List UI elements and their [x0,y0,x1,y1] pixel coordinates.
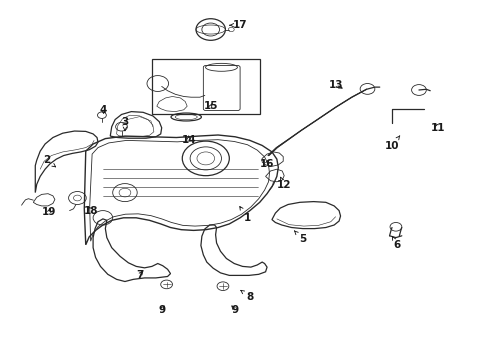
Text: 12: 12 [277,177,292,190]
Text: 19: 19 [42,207,56,217]
Text: 5: 5 [294,231,306,244]
Text: 11: 11 [431,123,446,133]
Text: 17: 17 [230,20,247,30]
Text: 1: 1 [240,207,251,223]
Text: 6: 6 [392,237,400,250]
Text: 13: 13 [328,80,343,90]
Text: 2: 2 [43,155,55,167]
Text: 9: 9 [232,305,239,315]
Text: 15: 15 [203,101,218,111]
Text: 7: 7 [136,270,144,280]
Text: 18: 18 [83,206,98,216]
Text: 16: 16 [260,159,274,169]
Bar [152,59,260,114]
Text: 3: 3 [122,117,128,131]
Text: 14: 14 [181,135,196,145]
Text: 8: 8 [241,291,253,302]
Text: 4: 4 [99,105,107,115]
Text: 9: 9 [158,305,165,315]
Text: 10: 10 [385,136,400,151]
